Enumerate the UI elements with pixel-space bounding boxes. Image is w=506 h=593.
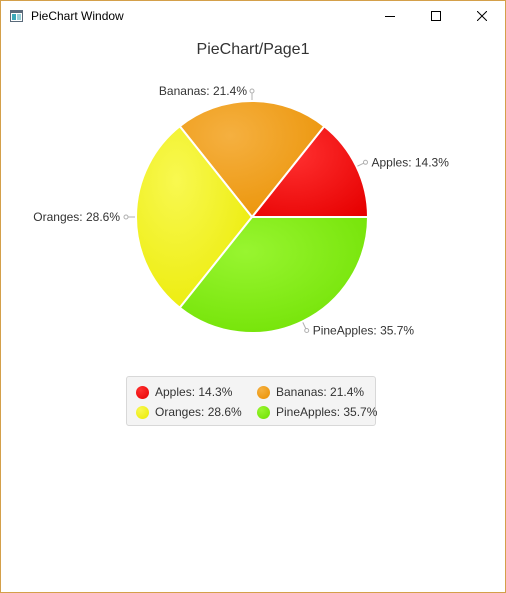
chart-legend: Apples: 14.3% Bananas: 21.4% Oranges: 28.6… xyxy=(126,376,377,426)
maximize-button[interactable] xyxy=(413,1,459,31)
label-dot-pineapples xyxy=(304,328,310,333)
title-bar[interactable]: PieChart Window xyxy=(1,1,505,31)
maximize-icon xyxy=(431,11,441,21)
legend-item-apples: Apples: 14.3% xyxy=(136,383,232,401)
legend-label-oranges: Oranges: 28.6% xyxy=(155,405,242,419)
slice-label-oranges: Oranges: 28.6% xyxy=(33,210,120,224)
slice-label-bananas: Bananas: 21.4% xyxy=(159,84,247,98)
legend-swatch-oranges xyxy=(136,405,149,419)
legend-swatch-pineapples xyxy=(257,405,270,419)
label-dot-apples xyxy=(363,159,368,165)
slice-label-pineapples: PineApples: 35.7% xyxy=(313,324,415,338)
minimize-icon xyxy=(385,16,395,17)
chart-area: PieChart/Page1 Apples: 14.3% Bananas: 21.… xyxy=(1,31,505,592)
pie-slice-apples[interactable] xyxy=(249,124,370,218)
close-icon xyxy=(477,11,487,21)
close-button[interactable] xyxy=(459,1,505,31)
pie-chart: Apples: 14.3% Bananas: 21.4% Oranges: 28.6… xyxy=(33,84,450,338)
minimize-button[interactable] xyxy=(367,1,413,31)
legend-label-apples: Apples: 14.3% xyxy=(155,385,233,399)
legend-item-oranges: Oranges: 28.6% xyxy=(136,403,242,421)
legend-label-bananas: Bananas: 21.4% xyxy=(276,385,365,399)
window-title: PieChart Window xyxy=(31,9,124,23)
legend-item-bananas: Bananas: 21.4% xyxy=(257,383,364,401)
slice-label-apples: Apples: 14.3% xyxy=(372,155,450,169)
label-dot-bananas xyxy=(249,88,255,94)
label-dot-oranges xyxy=(123,214,129,220)
legend-label-pineapples: PineApples: 35.7% xyxy=(276,405,378,419)
legend-item-pineapples: PineApples: 35.7% xyxy=(257,403,377,421)
pie-slice-pineapples[interactable] xyxy=(178,216,370,334)
legend-swatch-bananas xyxy=(257,385,270,399)
app-window-icon xyxy=(10,10,23,22)
pie-slice-bananas[interactable] xyxy=(178,100,326,219)
legend-swatch-apples xyxy=(136,385,149,399)
chart-title: PieChart/Page1 xyxy=(196,41,310,58)
pie-slice-oranges[interactable] xyxy=(135,124,254,310)
